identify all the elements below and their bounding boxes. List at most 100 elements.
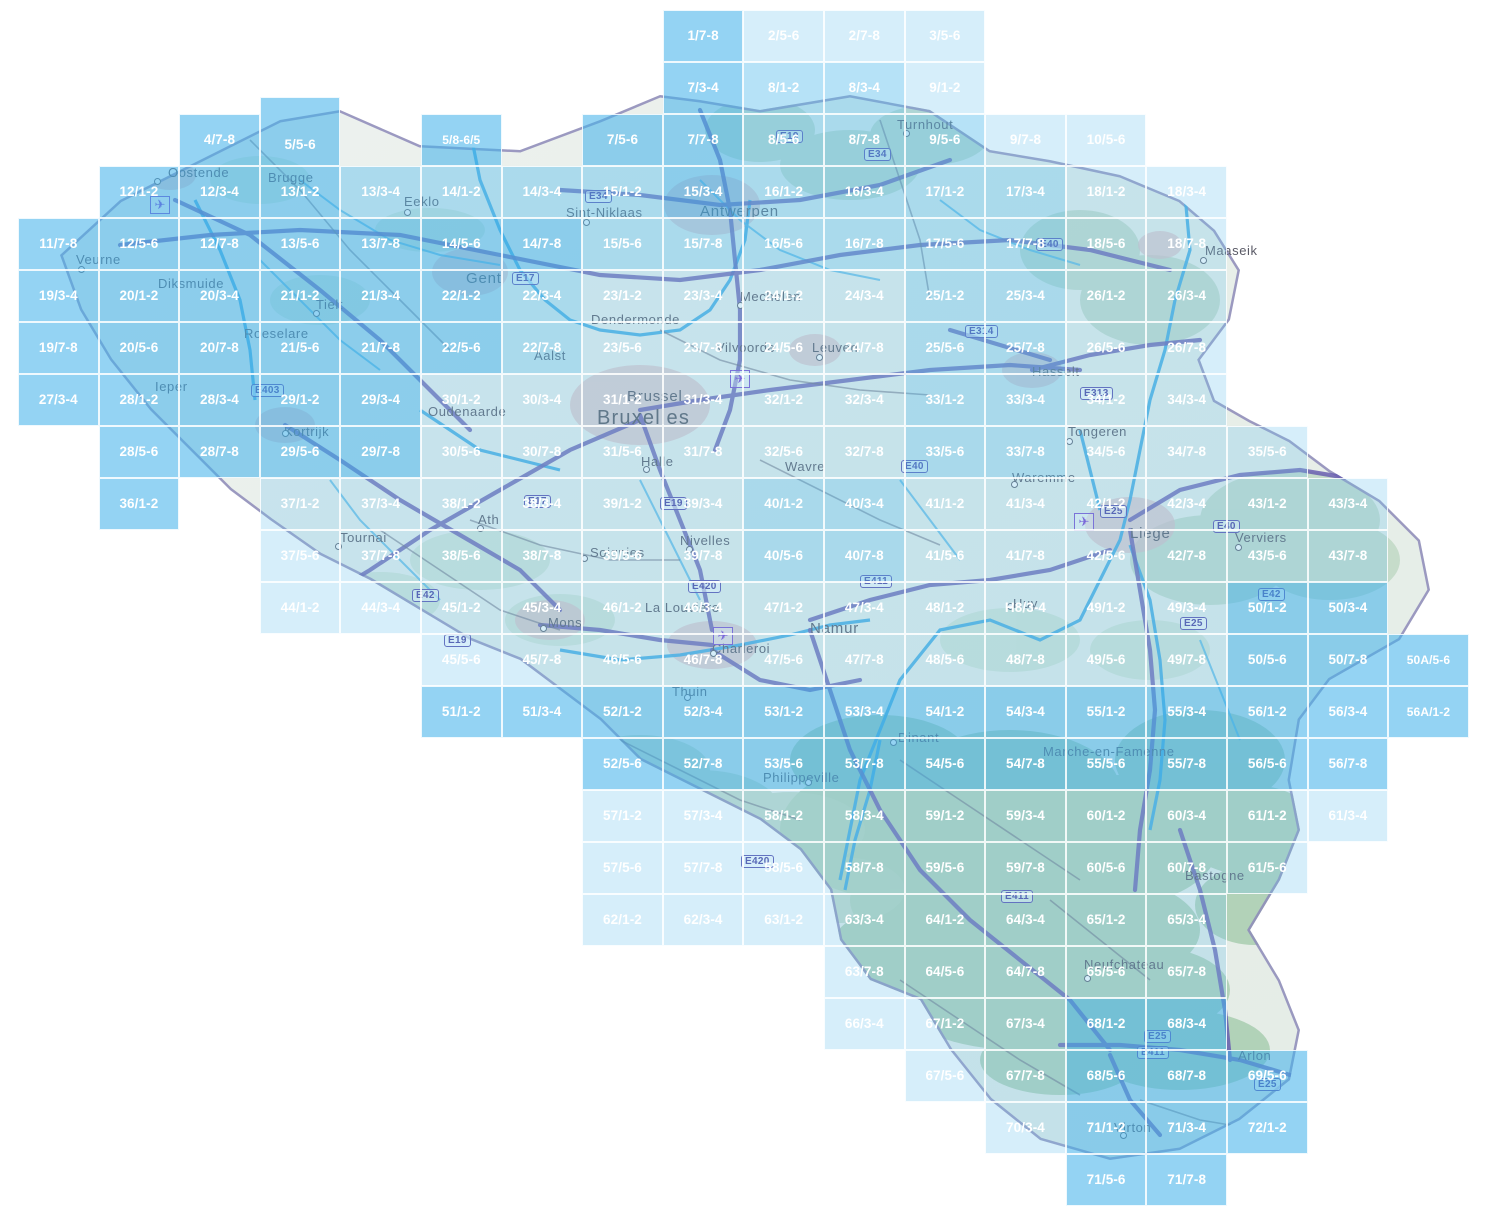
map-sheet-cell[interactable]: 54/3-4 [985,686,1066,738]
map-sheet-cell[interactable]: 52/5-6 [582,738,663,790]
map-sheet-cell[interactable]: 29/5-6 [259,426,341,478]
map-sheet-cell[interactable]: 49/1-2 [1065,582,1147,634]
map-sheet-cell[interactable]: 45/3-4 [501,582,583,634]
map-sheet-cell[interactable]: 46/1-2 [582,582,663,634]
map-sheet-cell[interactable]: 42/7-8 [1146,530,1227,582]
map-sheet-cell[interactable]: 33/1-2 [904,374,986,426]
map-sheet-cell[interactable]: 56/7-8 [1307,738,1389,790]
map-sheet-cell[interactable]: 71/5-6 [1065,1154,1147,1206]
map-sheet-cell[interactable]: 63/1-2 [743,894,824,946]
map-sheet-cell[interactable]: 27/3-4 [18,374,99,426]
map-sheet-cell[interactable]: 54/1-2 [904,686,986,738]
map-sheet-cell[interactable]: 13/1-2 [259,166,341,218]
map-sheet-cell[interactable]: 43/1-2 [1227,478,1308,530]
map-sheet-cell[interactable]: 39/1-2 [582,478,663,530]
map-sheet-cell[interactable]: 18/3-4 [1146,166,1227,218]
map-sheet-cell[interactable]: 11/7-8 [18,218,99,270]
map-sheet-cell[interactable]: 53/1-2 [743,686,824,738]
map-sheet-cell[interactable]: 47/5-6 [743,634,824,686]
map-sheet-cell[interactable]: 12/1-2 [98,166,180,218]
map-sheet-cell[interactable]: 30/1-2 [421,374,502,426]
map-sheet-cell[interactable]: 63/3-4 [824,894,905,946]
map-sheet-cell[interactable]: 22/1-2 [421,270,502,322]
map-sheet-cell[interactable]: 43/3-4 [1307,478,1389,530]
map-sheet-cell[interactable]: 15/1-2 [582,166,663,218]
map-sheet-cell[interactable]: 49/3-4 [1146,582,1227,634]
map-sheet-cell[interactable]: 59/7-8 [985,842,1066,894]
map-sheet-cell[interactable]: 5/5-6 [259,97,341,166]
map-sheet-cell[interactable]: 7/5-6 [582,114,663,166]
map-sheet-cell[interactable]: 40/7-8 [824,530,905,582]
map-sheet-cell[interactable]: 46/7-8 [662,634,744,686]
map-sheet-cell[interactable]: 49/7-8 [1146,634,1227,686]
map-sheet-cell[interactable]: 18/7-8 [1146,218,1227,270]
map-sheet-cell[interactable]: 17/1-2 [904,166,986,218]
map-sheet-cell[interactable]: 38/5-6 [421,530,502,582]
map-sheet-cell[interactable]: 51/1-2 [421,686,502,738]
map-sheet-cell[interactable]: 38/3-4 [501,478,583,530]
map-sheet-cell[interactable]: 68/1-2 [1065,998,1147,1050]
map-sheet-cell[interactable]: 72/1-2 [1227,1102,1308,1154]
map-sheet-cell[interactable]: 56/1-2 [1227,686,1308,738]
map-sheet-cell[interactable]: 44/1-2 [259,582,341,634]
map-sheet-cell[interactable]: 37/5-6 [259,530,341,582]
map-sheet-cell[interactable]: 70/3-4 [985,1102,1066,1154]
map-sheet-cell[interactable]: 64/5-6 [904,946,986,998]
map-sheet-cell[interactable]: 40/3-4 [824,478,905,530]
map-sheet-cell[interactable]: 28/1-2 [98,374,180,426]
map-sheet-cell[interactable]: H8/3-4 [985,582,1066,634]
map-sheet-cell[interactable]: 52/1-2 [582,686,663,738]
map-sheet-cell[interactable]: 63/7-8 [824,946,905,998]
map-sheet-cell[interactable]: 9/5-6 [904,114,986,166]
map-sheet-cell[interactable]: 32/3-4 [824,374,905,426]
map-sheet-cell[interactable]: 15/5-6 [582,218,663,270]
map-sheet-cell[interactable]: 7/7-8 [662,114,744,166]
map-sheet-cell[interactable]: 48/1-2 [904,582,986,634]
map-sheet-cell[interactable]: 30/3-4 [501,374,583,426]
map-sheet-cell[interactable]: 12/5-6 [98,218,180,270]
map-sheet-cell[interactable]: 19/3-4 [18,270,99,322]
map-sheet-cell[interactable]: 55/3-4 [1146,686,1227,738]
map-sheet-cell[interactable]: 13/7-8 [340,218,421,270]
map-sheet-cell[interactable]: 25/5-6 [904,322,986,374]
map-sheet-cell[interactable]: 54/5-6 [904,738,986,790]
map-sheet-cell[interactable]: 29/1-2 [259,374,341,426]
map-sheet-cell[interactable]: 55/5-6 [1065,738,1147,790]
map-sheet-cell[interactable]: 21/7-8 [340,322,421,374]
map-sheet-cell[interactable]: 24/5-6 [743,322,824,374]
map-sheet-cell[interactable]: 25/7-8 [985,322,1066,374]
map-sheet-cell[interactable]: 47/1-2 [743,582,824,634]
map-sheet-cell[interactable]: 19/7-8 [18,322,99,374]
map-sheet-cell[interactable]: 56/5-6 [1227,738,1308,790]
map-sheet-cell[interactable]: 28/5-6 [98,426,180,478]
map-sheet-cell[interactable]: 8/5-6 [743,114,824,166]
map-sheet-cell[interactable]: 9/1-2 [904,62,986,114]
map-sheet-cell[interactable]: 40/5-6 [743,530,824,582]
map-sheet-cell[interactable]: 1/7-8 [662,10,744,62]
map-sheet-cell[interactable]: 50/7-8 [1307,634,1389,686]
map-sheet-cell[interactable]: 24/3-4 [824,270,905,322]
map-sheet-cell[interactable]: 29/3-4 [340,374,421,426]
map-sheet-cell[interactable]: 60/7-8 [1146,842,1227,894]
map-sheet-cell[interactable]: 46/5-6 [582,634,663,686]
map-sheet-cell[interactable]: 48/5-6 [904,634,986,686]
map-sheet-cell[interactable]: 5/8-6/5 [421,114,502,166]
map-sheet-cell[interactable]: 71/1-2 [1065,1102,1147,1154]
map-sheet-cell[interactable]: 39/5-6 [582,530,663,582]
map-sheet-cell[interactable]: 49/5-6 [1065,634,1147,686]
map-sheet-cell[interactable]: 13/3-4 [340,166,421,218]
map-sheet-cell[interactable]: 14/3-4 [501,166,583,218]
map-sheet-cell[interactable]: 69/5-6 [1227,1050,1308,1102]
map-sheet-cell[interactable]: 65/1-2 [1065,894,1147,946]
map-sheet-cell[interactable]: 58/5-6 [743,842,824,894]
map-sheet-cell[interactable]: 15/7-8 [662,218,744,270]
map-sheet-cell[interactable]: 50A/5-6 [1388,634,1469,686]
map-sheet-cell[interactable]: 26/1-2 [1065,270,1147,322]
map-sheet-cell[interactable]: 41/5-6 [904,530,986,582]
map-sheet-cell[interactable]: 57/5-6 [582,842,663,894]
map-sheet-cell[interactable]: 54/7-8 [985,738,1066,790]
map-sheet-cell[interactable]: 42/1-2 [1065,478,1147,530]
map-sheet-cell[interactable]: 47/3-4 [824,582,905,634]
